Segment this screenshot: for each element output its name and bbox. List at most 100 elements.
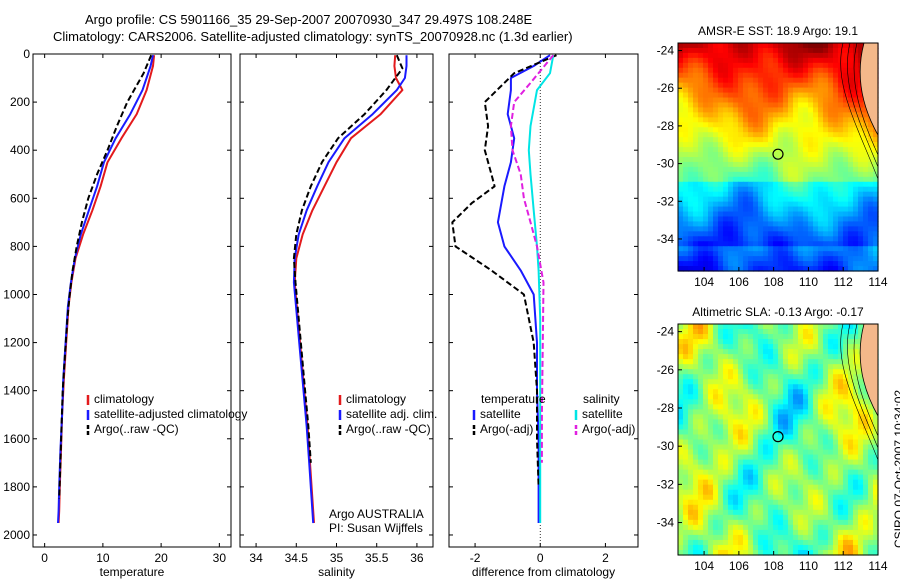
sla-cell [868, 509, 874, 516]
sst-cell [703, 256, 709, 262]
sst-cell [793, 43, 799, 49]
sst-cell [813, 246, 819, 252]
sla-cell [763, 404, 769, 410]
sst-cell [798, 112, 804, 118]
sla-cell [728, 479, 734, 486]
sst-cell [793, 191, 799, 198]
sla-cell [703, 434, 709, 441]
sst-cell [828, 87, 834, 94]
sla-cell [818, 374, 824, 380]
sst-cell [823, 201, 829, 208]
sst-cell [783, 231, 789, 237]
sst-cell [688, 256, 694, 262]
sla-cell [733, 454, 739, 461]
sla-cell [718, 419, 724, 426]
sst-cell [768, 87, 774, 94]
sla-cell [753, 479, 759, 486]
sla-cell [843, 474, 849, 481]
sst-cell [818, 112, 824, 118]
sst-cell [778, 77, 784, 84]
sla-cell [683, 374, 689, 380]
sst-cell [808, 176, 814, 183]
sst-cell [788, 201, 794, 208]
sst-cell [823, 117, 829, 123]
sla-cell [748, 449, 754, 456]
sst-cell [798, 206, 804, 213]
sla-cell [698, 494, 704, 501]
sst-cell [873, 186, 879, 193]
sst-cell [798, 157, 804, 163]
sla-cell [848, 484, 854, 491]
sst-cell [733, 87, 739, 94]
sla-cell [808, 339, 814, 345]
sst-cell [808, 147, 814, 153]
sst-cell [748, 166, 754, 173]
sla-map-frame [677, 323, 879, 556]
sla-cell [718, 504, 724, 511]
sst-cell [788, 266, 794, 272]
sst-cell [863, 152, 869, 158]
sst-cell [788, 181, 794, 188]
sst-cell [858, 92, 864, 99]
sla-cell [678, 409, 684, 415]
sst-cell [813, 221, 819, 227]
sla-cell [803, 349, 809, 355]
sla-cell [858, 439, 864, 446]
sla-cell [778, 524, 784, 531]
sst-cell [683, 206, 689, 213]
sla-cell [688, 489, 694, 496]
sla-cell [793, 459, 799, 466]
sla-cell [708, 459, 714, 466]
sst-cell [868, 196, 874, 203]
sst-cell [708, 152, 714, 158]
sla-cell [753, 424, 759, 431]
sla-cell [743, 384, 749, 390]
sst-cell [873, 201, 879, 208]
sla-cell [803, 434, 809, 441]
sla-cell [853, 344, 859, 350]
sla-cell [738, 434, 744, 441]
sla-cell [708, 399, 714, 405]
sla-cell [783, 409, 789, 415]
sst-cell [793, 206, 799, 213]
sla-cell [738, 474, 744, 481]
sst-cell [723, 211, 729, 218]
sst-cell [828, 266, 834, 272]
sla-cell [813, 539, 819, 546]
sla-cell [808, 474, 814, 481]
sla-cell [743, 344, 749, 350]
sla-cell [818, 539, 824, 546]
sst-cell [793, 77, 799, 84]
sla-cell [708, 464, 714, 471]
sst-cell [838, 261, 844, 267]
sst-cell [713, 186, 719, 193]
sst-cell [798, 186, 804, 193]
sla-cell [783, 504, 789, 511]
sla-cell [853, 359, 859, 365]
sst-cell [763, 181, 769, 188]
sst-cell [843, 226, 849, 232]
sla-cell [853, 349, 859, 355]
sst-cell [753, 137, 759, 143]
sla-cell [833, 534, 839, 541]
sst-cell [743, 216, 749, 223]
sla-cell [803, 469, 809, 476]
sla-cell [798, 524, 804, 531]
sla-cell [843, 539, 849, 546]
sla-cell [773, 364, 779, 370]
sla-cell [713, 399, 719, 405]
sla-cell [703, 489, 709, 496]
sst-cell [748, 72, 754, 79]
sst-cell [683, 216, 689, 223]
sla-cell [733, 339, 739, 345]
sst-cell [863, 261, 869, 267]
sst-cell [788, 43, 794, 49]
sst-cell [713, 246, 719, 252]
sst-cell [738, 171, 744, 178]
sst-cell [768, 112, 774, 118]
sla-cell [693, 389, 699, 395]
sst-cell [818, 226, 824, 232]
sst-cell [833, 186, 839, 193]
sst-cell [698, 166, 704, 173]
